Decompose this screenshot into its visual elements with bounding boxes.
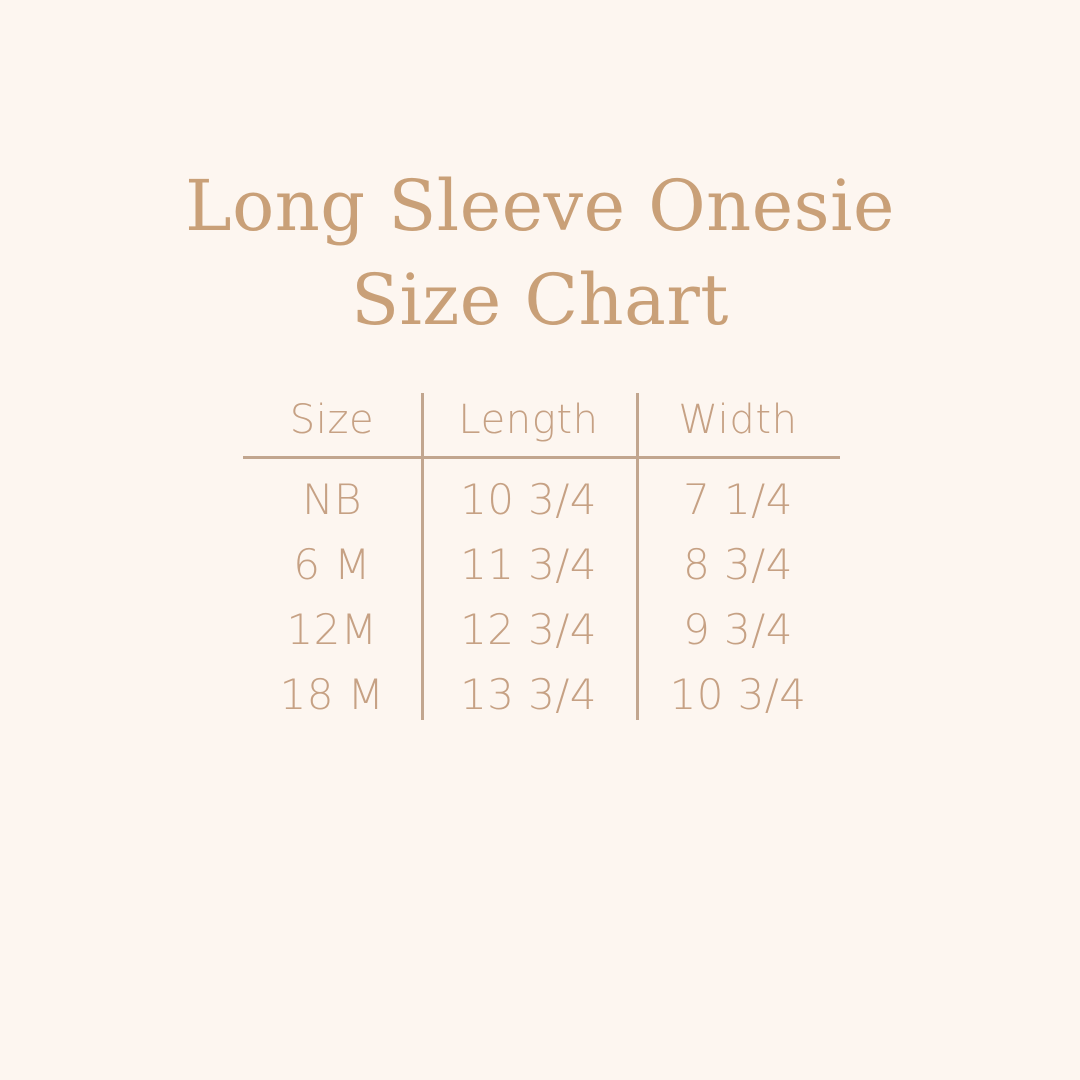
cell-size: NB	[302, 475, 362, 524]
cell-width: 10 3/4	[669, 670, 807, 719]
table-body: NB 10 3/4 7 1/4 6 M 11 3/4 8 3/4 12M 12 …	[243, 467, 840, 727]
title-line-1: Long Sleeve Onesie	[185, 165, 895, 247]
table-row: 18 M 13 3/4 10 3/4	[243, 662, 840, 727]
table-grid: Size Length Width NB 10 3/4 7 1/4 6 M 11…	[243, 383, 840, 728]
table-row: 12M 12 3/4 9 3/4	[243, 597, 840, 662]
cell-size: 18 M	[279, 670, 385, 719]
table-row: 6 M 11 3/4 8 3/4	[243, 532, 840, 597]
cell-width: 8 3/4	[683, 540, 793, 589]
cell-length: 10 3/4	[460, 475, 597, 524]
page-title: Long Sleeve Onesie Size Chart	[0, 158, 1080, 348]
header-divider-horizontal	[243, 456, 840, 459]
column-divider-2	[636, 393, 639, 720]
column-header-width: Width	[678, 396, 798, 443]
table-header-row: Size Length Width	[243, 383, 840, 456]
cell-size: 12M	[286, 605, 378, 654]
size-chart-table: Size Length Width NB 10 3/4 7 1/4 6 M 11…	[243, 383, 840, 728]
cell-length: 11 3/4	[460, 540, 597, 589]
column-header-length: Length	[458, 396, 599, 443]
cell-length: 12 3/4	[460, 605, 597, 654]
table-row: NB 10 3/4 7 1/4	[243, 467, 840, 532]
cell-width: 9 3/4	[683, 605, 793, 654]
column-header-size: Size	[289, 396, 375, 443]
cell-size: 6 M	[293, 540, 371, 589]
cell-length: 13 3/4	[460, 670, 597, 719]
cell-width: 7 1/4	[683, 475, 793, 524]
title-line-2: Size Chart	[351, 259, 729, 341]
column-divider-1	[421, 393, 424, 720]
